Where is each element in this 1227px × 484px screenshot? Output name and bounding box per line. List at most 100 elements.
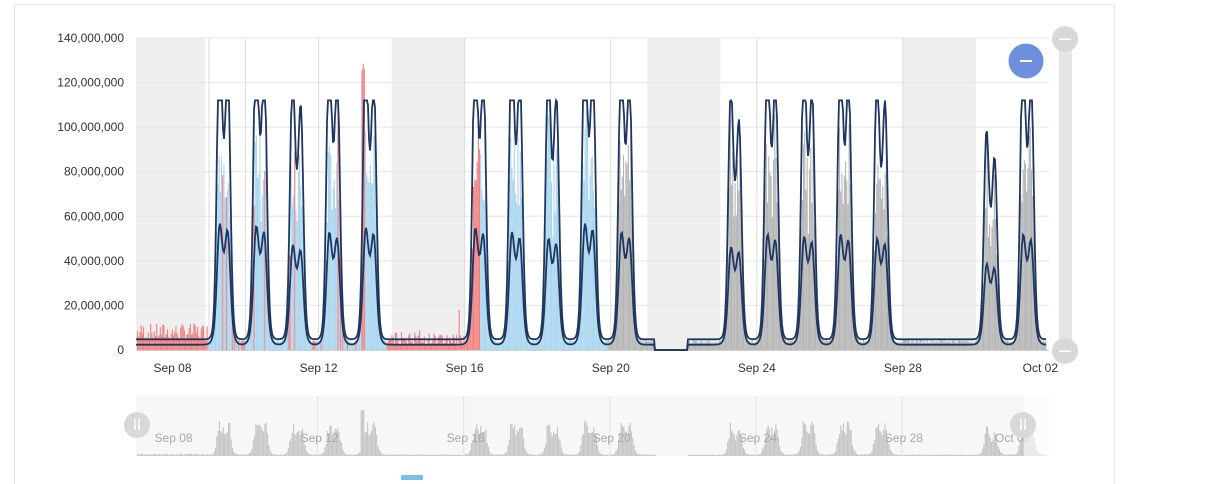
volume-bar	[757, 339, 759, 350]
volume-bar	[315, 341, 317, 350]
navigator-bar	[620, 423, 622, 456]
navigator-bar	[885, 430, 887, 456]
volume-bar	[320, 338, 322, 350]
navigator-bar	[397, 454, 399, 456]
navigator-bar	[218, 421, 220, 456]
navigator-bar	[971, 454, 973, 456]
navigator-bar	[729, 422, 731, 456]
volume-bar	[548, 118, 550, 351]
navigator-bar	[621, 426, 623, 456]
volume-bar	[978, 337, 980, 350]
navigator-bar	[233, 451, 235, 456]
volume-bar	[725, 323, 727, 350]
navigator-bar	[350, 454, 352, 456]
navigator-bar	[820, 454, 822, 456]
handle-circle[interactable]	[124, 412, 150, 438]
navigator-bar	[168, 454, 170, 456]
navigator-bar	[718, 454, 720, 456]
navigator-bar	[842, 423, 844, 456]
volume-bar	[145, 336, 147, 350]
navigator-bar	[198, 454, 200, 456]
navigator-bar	[222, 427, 224, 456]
volume-bar	[1003, 340, 1005, 350]
navigator-handle-left[interactable]	[124, 412, 150, 438]
navigator-bar	[562, 451, 564, 456]
weekend-band	[647, 38, 721, 350]
navigator-bar	[588, 433, 590, 456]
navigator-bar	[339, 440, 341, 456]
navigator-bar	[309, 454, 311, 456]
navigator-bar	[533, 454, 535, 456]
volume-bar	[571, 340, 573, 350]
volume-bar	[459, 335, 461, 350]
scrollbar-track[interactable]	[1059, 40, 1072, 350]
x-tick-label: Sep 08	[153, 361, 191, 375]
navigator-bar	[165, 454, 167, 456]
navigator-bar	[404, 454, 406, 456]
navigator-bar	[514, 425, 516, 456]
volume-bar	[181, 323, 183, 350]
navigator-bar	[437, 454, 439, 456]
navigator-bar	[913, 454, 915, 456]
volume-bar	[1023, 160, 1025, 350]
navigator-bar	[944, 454, 946, 456]
navigator-bar	[485, 429, 487, 456]
y-tick-label: 20,000,000	[64, 298, 124, 312]
volume-bar	[1002, 337, 1004, 350]
volume-bar	[518, 205, 520, 350]
zoom-out-button[interactable]	[1008, 43, 1044, 79]
volume-bar	[601, 338, 603, 350]
volume-bar	[929, 343, 931, 350]
volume-bar	[921, 343, 923, 350]
navigator-bar	[571, 454, 573, 456]
volume-bar	[805, 189, 807, 350]
navigator-bar	[803, 424, 805, 456]
navigator-bar	[252, 440, 254, 456]
volume-bar	[147, 332, 149, 350]
legend-marker[interactable]	[401, 475, 423, 480]
navigator-bar	[341, 442, 343, 456]
navigator-bar	[693, 454, 695, 456]
navigator-bar	[555, 434, 557, 456]
volume-bar	[398, 345, 400, 350]
volume-bar	[703, 343, 705, 350]
volume-bar	[531, 341, 533, 350]
navigator-bar	[181, 453, 183, 456]
volume-bar	[989, 224, 991, 350]
navigator-bar	[837, 439, 839, 456]
navigator-bar	[523, 438, 525, 456]
volume-bar	[493, 339, 495, 350]
volume-bar	[270, 326, 272, 350]
navigator-bar	[855, 453, 857, 456]
volume-bar	[530, 341, 532, 350]
navigator-bar	[211, 454, 213, 456]
navigator-bar	[853, 449, 855, 456]
navigator-bar	[826, 454, 828, 456]
navigator-bar	[737, 430, 739, 456]
vertical-scrollbar[interactable]	[1052, 26, 1078, 364]
navigator-bar	[468, 452, 470, 456]
volume-bar	[141, 333, 143, 350]
volume-bar	[206, 326, 208, 350]
navigator-bar	[575, 454, 577, 456]
volume-bar	[697, 343, 699, 350]
volume-bar	[967, 341, 969, 350]
volume-bar	[567, 341, 569, 350]
navigator-tick-label: Sep 20	[593, 431, 631, 445]
navigator-bar	[307, 452, 309, 456]
handle-circle[interactable]	[1010, 412, 1036, 438]
navigator-handle-right[interactable]	[1010, 412, 1036, 438]
volume-bar	[434, 335, 436, 350]
navigator-bar	[706, 454, 708, 456]
navigator-bar	[616, 448, 618, 456]
navigator[interactable]: Sep 08 Sep 12 Sep 16 Sep 20 Sep 24 Sep 28 Oct …	[124, 396, 1049, 456]
navigator-bar	[410, 454, 412, 456]
navigator-bar	[424, 454, 426, 456]
volume-bar	[942, 341, 944, 350]
volume-bar	[954, 341, 956, 350]
navigator-bar	[972, 454, 974, 456]
volume-bar	[576, 336, 578, 350]
volume-bar	[785, 338, 787, 350]
volume-bar	[396, 332, 398, 350]
volume-bar	[411, 342, 413, 350]
